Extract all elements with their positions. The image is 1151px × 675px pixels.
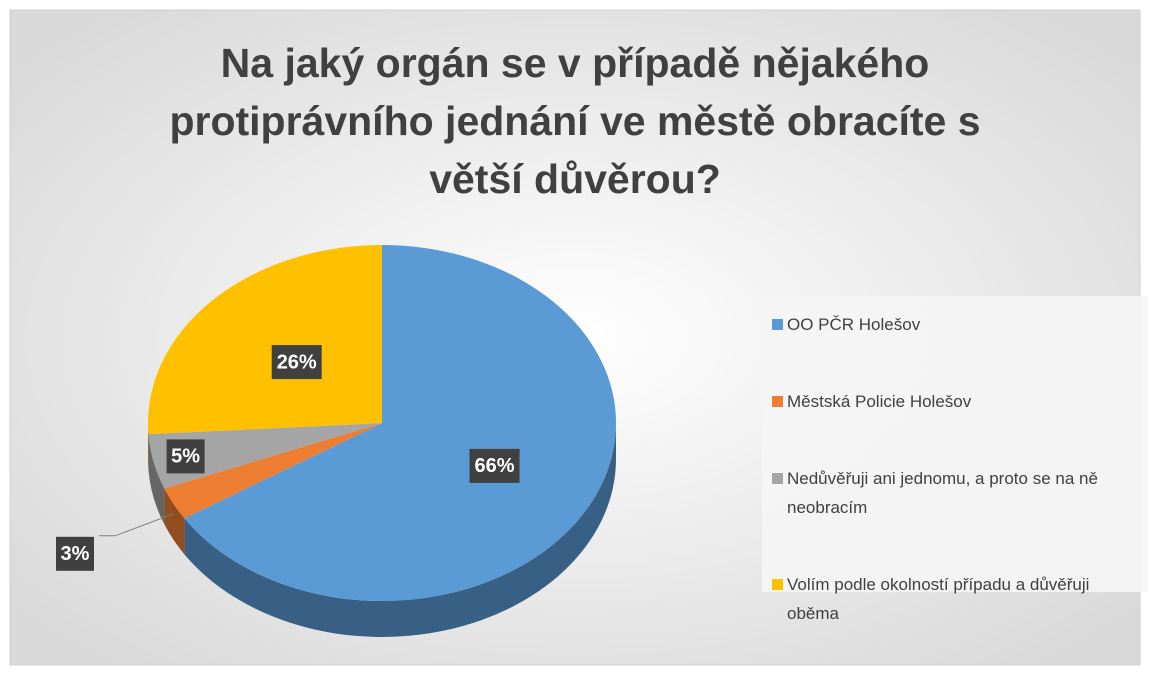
data-label: 3% bbox=[61, 543, 90, 565]
leader-line bbox=[99, 513, 174, 537]
legend-item: OO PČR Holešov bbox=[772, 310, 1122, 339]
legend-swatch bbox=[772, 579, 783, 590]
data-label-box bbox=[469, 448, 520, 483]
legend-item: Nedůvěřuji ani jednomu, a proto se na ně… bbox=[772, 464, 1122, 522]
legend-label: Nedůvěřuji ani jednomu, a proto se na ně… bbox=[787, 469, 1098, 517]
pie-slice bbox=[148, 245, 382, 435]
pie-slice bbox=[164, 423, 382, 519]
legend-label: Městská Policie Holešov bbox=[787, 392, 972, 411]
data-label: 5% bbox=[171, 446, 200, 468]
legend: OO PČR Holešov Městská Policie Holešov Ned… bbox=[762, 296, 1148, 623]
data-label: 26% bbox=[277, 351, 317, 373]
legend-swatch bbox=[772, 473, 783, 484]
data-label-box bbox=[271, 345, 322, 380]
legend-item: Volím podle okolností případu a důvěřuji… bbox=[772, 570, 1122, 628]
legend-label: Volím podle okolností případu a důvěřuji… bbox=[787, 575, 1090, 623]
legend-label: OO PČR Holešov bbox=[787, 315, 921, 334]
pie-slice bbox=[148, 423, 382, 489]
legend-swatch bbox=[772, 319, 783, 330]
pie-slice-side bbox=[148, 434, 165, 525]
data-label: 66% bbox=[475, 455, 515, 477]
pie-slice-side bbox=[164, 488, 185, 555]
pie-slice-side bbox=[184, 423, 617, 638]
data-label-box bbox=[56, 536, 94, 571]
chart-title: Na jaký orgán se v případě nějakého prot… bbox=[169, 40, 981, 202]
pie-slice bbox=[184, 245, 616, 601]
legend-item: Městská Policie Holešov bbox=[772, 387, 1122, 416]
legend-swatch bbox=[772, 396, 783, 407]
data-label-box bbox=[166, 439, 205, 474]
